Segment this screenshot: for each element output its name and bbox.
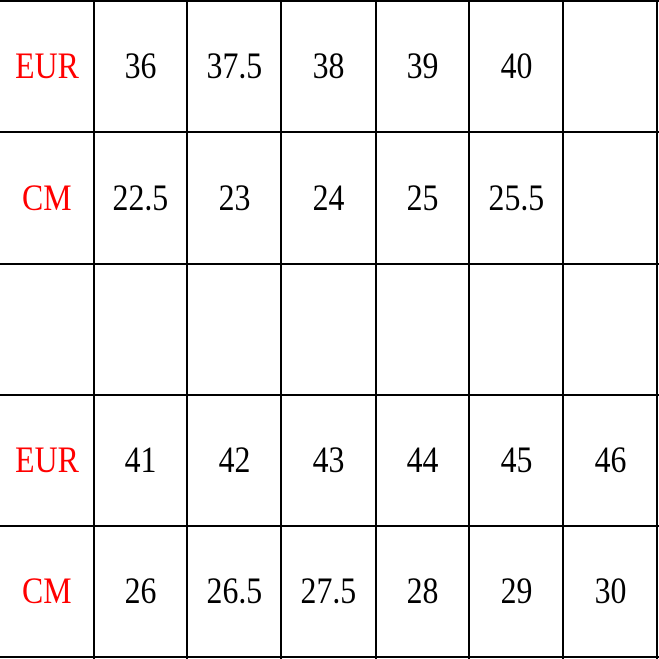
size-value-cell [563, 264, 657, 395]
size-value-cell: 24 [281, 132, 376, 264]
row-label-cell [0, 264, 94, 395]
row-divider [0, 656, 659, 658]
row-label-cell: EUR [0, 395, 94, 526]
size-value-cell: 29 [469, 526, 563, 657]
size-value: 30 [594, 571, 626, 612]
row-label: EUR [15, 46, 79, 87]
size-value: 42 [218, 440, 250, 481]
row-divider [0, 0, 659, 2]
column-divider [656, 0, 658, 659]
size-value: 26 [124, 571, 157, 612]
size-value: 29 [500, 571, 532, 612]
row-divider [0, 394, 659, 396]
size-value: 44 [406, 440, 439, 481]
column-divider [468, 0, 470, 659]
size-value-cell: 36 [94, 1, 187, 132]
row-label-cell: EUR [0, 1, 94, 132]
size-value-cell: 44 [376, 395, 469, 526]
column-divider [186, 0, 188, 659]
size-value: 38 [312, 46, 345, 87]
size-value-cell: 25.5 [469, 132, 563, 264]
size-value: 43 [312, 440, 345, 481]
size-value: 26.5 [206, 571, 262, 612]
row-label: CM [22, 177, 72, 219]
size-value-cell: 43 [281, 395, 376, 526]
size-value-cell: 40 [469, 1, 563, 132]
size-value: 25.5 [488, 177, 544, 219]
size-value: 39 [406, 46, 439, 87]
size-value-cell [281, 264, 376, 395]
size-value-cell: 37.5 [187, 1, 281, 132]
size-value: 27.5 [300, 571, 357, 612]
size-value: 28 [406, 571, 439, 612]
size-value-cell: 45 [469, 395, 563, 526]
size-value-cell [469, 264, 563, 395]
size-value: 40 [500, 46, 532, 87]
size-value: 24 [312, 177, 345, 219]
size-value-cell: 26.5 [187, 526, 281, 657]
size-value-cell: 26 [94, 526, 187, 657]
size-value-cell: 23 [187, 132, 281, 264]
column-divider [280, 0, 282, 659]
row-label: CM [22, 571, 72, 612]
size-value-cell [563, 1, 657, 132]
size-value-cell: 28 [376, 526, 469, 657]
size-value: 37.5 [206, 46, 262, 87]
row-label-cell: CM [0, 526, 94, 657]
column-divider [375, 0, 377, 659]
row-divider [0, 525, 659, 527]
size-value: 23 [218, 177, 250, 219]
size-value-cell: 38 [281, 1, 376, 132]
size-value-cell [94, 264, 187, 395]
size-value: 46 [594, 440, 626, 481]
size-value-cell: 41 [94, 395, 187, 526]
size-value: 22.5 [112, 177, 169, 219]
size-value-cell: 25 [376, 132, 469, 264]
size-value: 41 [124, 440, 157, 481]
size-value-cell [376, 264, 469, 395]
size-value-cell: 42 [187, 395, 281, 526]
size-value-cell: 22.5 [94, 132, 187, 264]
size-value: 25 [406, 177, 439, 219]
row-divider [0, 263, 659, 265]
row-label-cell: CM [0, 132, 94, 264]
size-value: 36 [124, 46, 157, 87]
size-value-cell [563, 132, 657, 264]
row-label: EUR [15, 440, 79, 481]
size-value-cell: 39 [376, 1, 469, 132]
size-value: 45 [500, 440, 532, 481]
row-divider [0, 131, 659, 133]
size-value-cell: 46 [563, 395, 657, 526]
size-value-cell: 30 [563, 526, 657, 657]
column-divider [562, 0, 564, 659]
size-value-cell [187, 264, 281, 395]
size-value-cell: 27.5 [281, 526, 376, 657]
column-divider [93, 0, 95, 659]
